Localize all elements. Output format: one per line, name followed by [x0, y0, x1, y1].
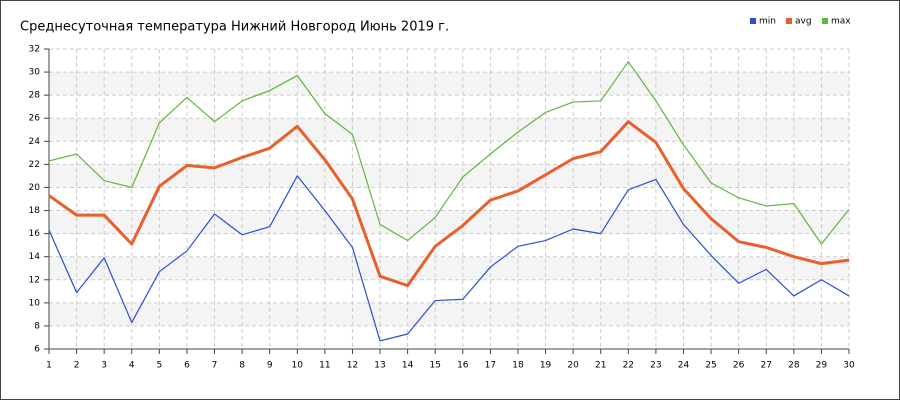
y-tick-label: 28: [29, 91, 41, 101]
x-tick-label: 24: [678, 361, 690, 371]
legend: min avg max: [750, 17, 851, 27]
x-tick-label: 3: [101, 361, 107, 371]
y-tick-label: 6: [34, 345, 40, 355]
x-tick-label: 21: [595, 361, 606, 371]
chart-title: Среднесуточная температура Нижний Новгор…: [20, 20, 449, 35]
grid-band: [49, 210, 849, 234]
y-tick-label: 14: [29, 252, 41, 262]
x-tick-label: 11: [319, 361, 330, 371]
y-tick-label: 32: [29, 45, 40, 55]
x-tick-label: 2: [74, 361, 80, 371]
x-tick-label: 9: [267, 361, 273, 371]
x-tick-label: 23: [650, 361, 661, 371]
x-tick-label: 14: [402, 361, 414, 371]
y-tick-label: 20: [29, 183, 41, 193]
grid-band: [49, 256, 849, 280]
x-tick-label: 25: [705, 361, 716, 371]
x-tick-label: 15: [429, 361, 440, 371]
x-tick-label: 13: [374, 361, 385, 371]
legend-swatch: [822, 18, 828, 24]
x-tick-label: 6: [184, 361, 190, 371]
legend-label: max: [831, 17, 851, 27]
x-tick-label: 22: [623, 361, 634, 371]
x-tick-label: 17: [485, 361, 496, 371]
y-tick-label: 26: [29, 114, 41, 124]
x-tick-label: 7: [212, 361, 218, 371]
grid-band: [49, 302, 849, 326]
x-tick-label: 26: [733, 361, 745, 371]
x-tick-label: 29: [816, 361, 828, 371]
x-tick-label: 5: [156, 361, 162, 371]
series-line: [48, 120, 850, 288]
y-tick-label: 18: [29, 206, 41, 216]
x-tick-label: 28: [788, 361, 800, 371]
y-tick-label: 30: [29, 68, 41, 78]
x-tick-label: 12: [347, 361, 358, 371]
x-tick-label: 10: [292, 361, 304, 371]
x-tick-label: 30: [843, 361, 855, 371]
legend-swatch: [786, 18, 792, 24]
grid-band: [49, 72, 849, 96]
grid-band: [49, 164, 849, 188]
x-tick-label: 1: [46, 361, 52, 371]
x-tick-label: 8: [239, 361, 245, 371]
y-tick-label: 16: [29, 229, 41, 239]
y-tick-label: 24: [29, 137, 41, 147]
x-tick-label: 27: [761, 361, 772, 371]
y-tick-label: 22: [29, 160, 40, 170]
series-line: [48, 175, 850, 342]
x-tick-label: 18: [512, 361, 524, 371]
x-tick-label: 4: [129, 361, 135, 371]
series-line: [48, 61, 850, 245]
x-tick-label: 20: [567, 361, 579, 371]
y-tick-label: 8: [34, 321, 40, 331]
y-tick-label: 12: [29, 275, 40, 285]
legend-swatch: [750, 18, 756, 24]
y-tick-label: 10: [29, 298, 41, 308]
legend-label: avg: [795, 17, 812, 27]
x-tick-label: 19: [540, 361, 552, 371]
grid-band: [49, 118, 849, 142]
legend-label: min: [759, 17, 776, 27]
x-tick-label: 16: [457, 361, 469, 371]
